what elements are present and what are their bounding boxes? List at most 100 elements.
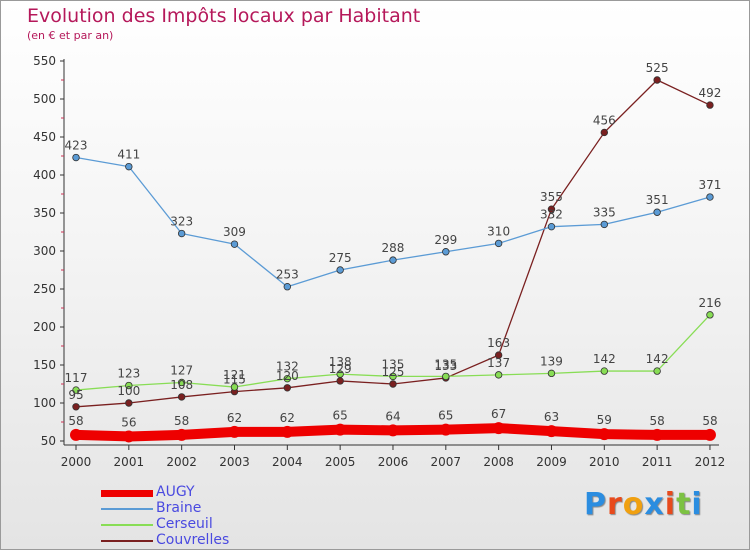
data-point	[547, 369, 556, 378]
data-label: 115	[223, 373, 246, 387]
data-point	[336, 370, 344, 378]
data-label: 62	[280, 411, 295, 425]
x-tick-label: 2008	[483, 455, 514, 469]
data-label: 335	[593, 205, 616, 219]
data-point	[72, 403, 80, 411]
data-label: 456	[593, 113, 616, 127]
x-tick-label: 2005	[325, 455, 356, 469]
data-point	[72, 153, 80, 162]
data-point	[545, 425, 558, 438]
x-tick-label: 2002	[166, 455, 197, 469]
data-point	[122, 430, 135, 443]
data-point	[125, 381, 133, 390]
chart-title: Evolution des Impôts locaux par Habitant	[27, 5, 421, 27]
data-label: 309	[223, 225, 246, 239]
data-label: 59	[597, 413, 612, 427]
x-tick-label: 2012	[695, 455, 726, 469]
data-label: 123	[117, 367, 140, 381]
data-point	[547, 222, 556, 231]
data-label: 142	[646, 352, 669, 366]
x-tick-label: 2011	[642, 455, 673, 469]
legend-label: Couvrelles	[156, 532, 230, 548]
data-label: 117	[65, 371, 88, 385]
data-label: 332	[540, 208, 563, 222]
data-point	[125, 162, 133, 171]
data-label: 58	[68, 414, 83, 428]
y-tick-label: 500	[33, 92, 56, 106]
data-label: 100	[117, 384, 140, 398]
data-point	[177, 378, 186, 387]
data-label: 65	[333, 409, 348, 423]
data-point	[336, 377, 344, 385]
data-label: 288	[382, 241, 405, 255]
data-point	[653, 367, 661, 375]
data-point	[125, 399, 133, 407]
data-point	[230, 240, 239, 248]
x-tick-label: 2003	[219, 455, 250, 469]
legend-label: Braine	[156, 500, 202, 516]
data-point	[653, 208, 661, 216]
data-point	[442, 372, 450, 381]
series-cerseuil	[72, 311, 714, 394]
data-point	[177, 229, 186, 238]
data-label: 139	[540, 354, 563, 368]
data-point	[653, 76, 661, 84]
data-label: 323	[170, 215, 193, 229]
data-point	[389, 372, 397, 381]
data-point	[439, 423, 452, 436]
data-label: 492	[699, 86, 722, 100]
data-label: 351	[646, 193, 669, 207]
series-couvrelles	[72, 76, 714, 411]
data-point	[72, 386, 80, 394]
y-tick-label: 150	[33, 358, 56, 372]
data-label: 108	[170, 378, 193, 392]
chart-subtitle: (en € et par an)	[27, 29, 114, 42]
data-point	[600, 128, 608, 137]
y-tick-label: 450	[33, 130, 56, 144]
data-label: 129	[329, 362, 352, 376]
data-label: 423	[65, 139, 88, 153]
data-point	[492, 422, 505, 435]
legend-swatch	[101, 524, 153, 526]
x-tick-label: 2004	[272, 455, 303, 469]
data-label: 135	[434, 357, 457, 371]
data-point	[600, 220, 608, 229]
data-label: 132	[276, 360, 299, 374]
legend-swatch	[101, 508, 153, 510]
data-label: 135	[382, 357, 405, 371]
x-tick-label: 2000	[61, 455, 92, 469]
x-tick-label: 2006	[378, 455, 409, 469]
y-tick-label: 250	[33, 282, 56, 296]
data-point	[547, 205, 556, 213]
data-label: 299	[434, 233, 457, 247]
data-point	[598, 428, 611, 441]
data-label: 142	[593, 352, 616, 366]
data-label: 163	[487, 336, 510, 350]
data-point	[386, 424, 399, 437]
data-point	[334, 423, 347, 436]
y-tick-label: 200	[33, 320, 56, 334]
data-point	[281, 425, 294, 438]
data-point	[494, 351, 503, 359]
data-point	[283, 374, 292, 383]
data-label: 63	[544, 410, 559, 424]
series-braine	[72, 153, 714, 291]
y-tick-label: 50	[41, 434, 56, 448]
data-point	[283, 384, 292, 392]
data-point	[389, 380, 397, 388]
data-label: 138	[329, 355, 352, 369]
data-label: 253	[276, 268, 299, 282]
legend-swatch	[101, 490, 153, 497]
data-label: 58	[702, 414, 717, 428]
data-point	[389, 256, 397, 264]
x-tick-label: 2010	[589, 455, 620, 469]
legend-swatch	[101, 540, 153, 542]
proxiti-logo: Proxiti	[584, 487, 703, 522]
x-tick-label: 2009	[536, 455, 567, 469]
data-point	[177, 393, 186, 401]
data-label: 95	[68, 388, 83, 402]
data-point	[230, 383, 239, 391]
data-label: 121	[223, 368, 246, 382]
y-tick-label: 400	[33, 168, 56, 182]
data-label: 56	[121, 415, 136, 429]
